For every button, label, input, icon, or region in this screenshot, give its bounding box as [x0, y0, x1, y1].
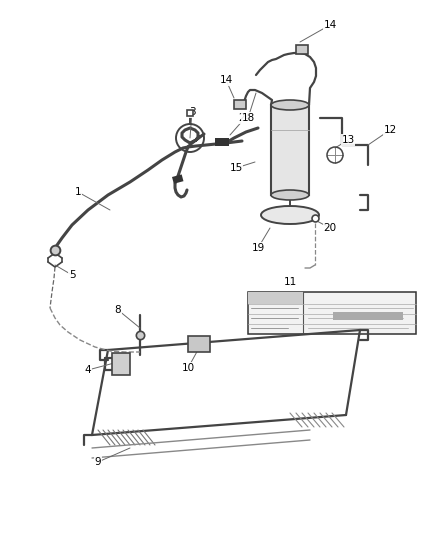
FancyBboxPatch shape: [296, 45, 308, 54]
Text: 8: 8: [115, 305, 121, 315]
Text: 15: 15: [230, 163, 243, 173]
Bar: [172, 174, 184, 184]
FancyBboxPatch shape: [188, 336, 210, 352]
Bar: [271, 105, 309, 195]
Text: 3: 3: [189, 107, 195, 117]
FancyBboxPatch shape: [234, 100, 246, 109]
Ellipse shape: [271, 100, 309, 110]
Text: 11: 11: [283, 277, 297, 287]
Ellipse shape: [271, 190, 309, 200]
Bar: [333, 312, 403, 320]
Text: 4: 4: [85, 365, 91, 375]
Text: 9: 9: [95, 457, 101, 467]
Text: 5: 5: [69, 270, 75, 280]
Text: 14: 14: [219, 75, 233, 85]
Text: 24: 24: [238, 113, 251, 123]
Bar: [248, 292, 303, 304]
Text: 19: 19: [251, 243, 265, 253]
Text: 1: 1: [75, 187, 81, 197]
Text: 14: 14: [323, 20, 337, 30]
Text: 20: 20: [323, 223, 336, 233]
Bar: [215, 138, 229, 146]
Bar: [248, 292, 416, 334]
Text: 12: 12: [383, 125, 397, 135]
Text: 18: 18: [241, 113, 254, 123]
Ellipse shape: [261, 206, 319, 224]
FancyBboxPatch shape: [112, 353, 130, 375]
Text: 13: 13: [341, 135, 355, 145]
Text: 10: 10: [181, 363, 194, 373]
